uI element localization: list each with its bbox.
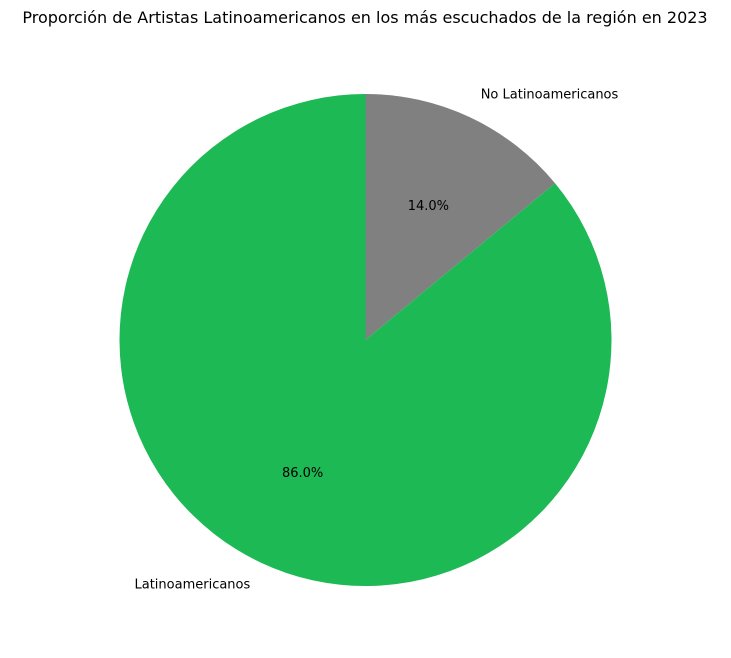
pie-slice-0 <box>365 94 556 340</box>
slice-pct-label-1: 86.0% <box>282 466 323 481</box>
chart-title: Proporción de Artistas Latinoamericanos … <box>22 8 707 27</box>
pie-labels: No Latinoamericanos 14.0% Latinoamericanos… <box>135 88 619 593</box>
pie-slice-1 <box>119 94 612 586</box>
slice-label-1: Latinoamericanos <box>135 577 251 592</box>
slice-pct-label-0: 14.0% <box>408 199 449 214</box>
slice-label-0: No Latinoamericanos <box>481 88 619 103</box>
pie-slices <box>119 94 612 586</box>
